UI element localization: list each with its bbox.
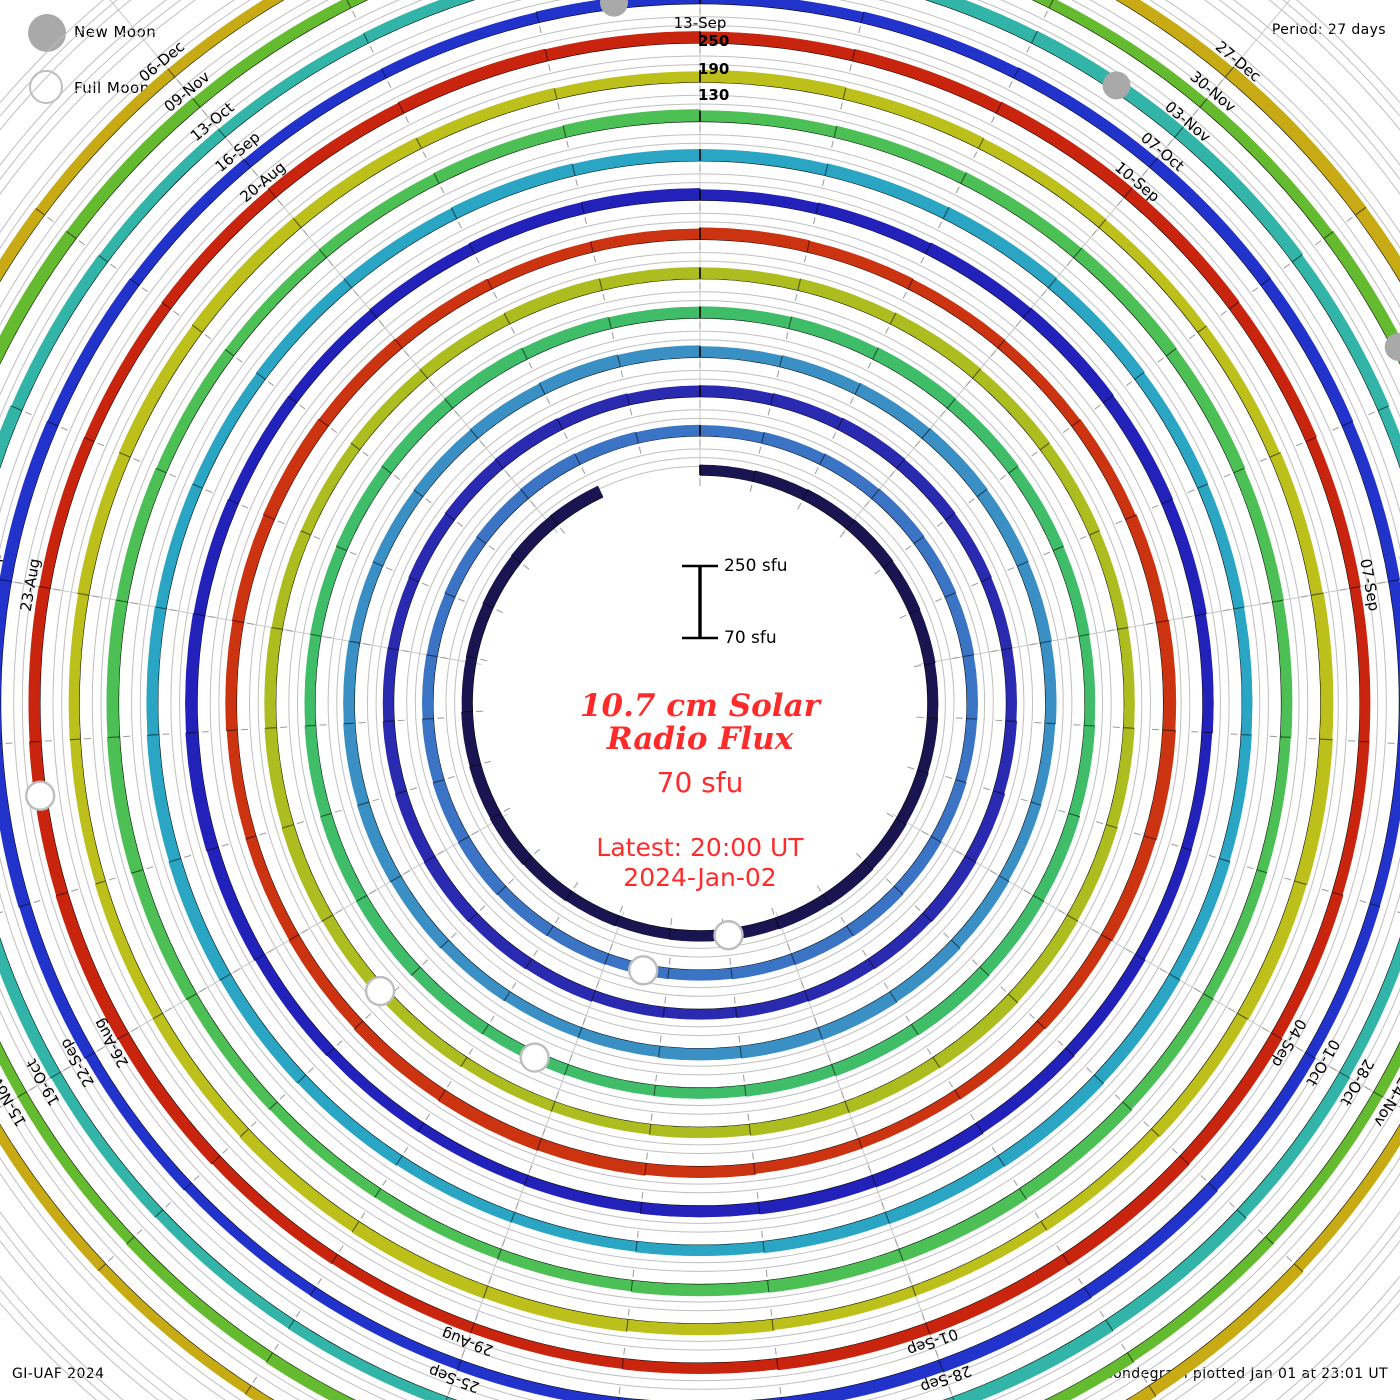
ring-date-label: 13-Sep [674, 14, 727, 32]
radial-tick-250: 250 [698, 32, 730, 50]
new-moon-icon [28, 14, 66, 52]
latest-date: 2024-Jan-02 [623, 862, 777, 892]
full-moon-marker [713, 920, 744, 951]
current-value: 70 sfu [656, 765, 744, 799]
scale-bar-bottom-label: 70 sfu [724, 628, 777, 648]
radial-tick-130: 130 [698, 86, 730, 104]
full-moon-marker [364, 975, 396, 1007]
full-moon-marker [24, 780, 56, 811]
scale-bar: 250 sfu 70 sfu [672, 556, 912, 658]
radial-tick-190: 190 [698, 60, 730, 78]
new-moon-marker [1102, 71, 1131, 100]
moon-phase-legend: New Moon Full Moon [28, 14, 308, 114]
new-moon-legend-label: New Moon [74, 23, 157, 41]
chart-title-line1: 10.7 cm Solar [579, 688, 821, 724]
moon-markers-layer [24, 0, 1400, 1073]
center-title-block: 10.7 cm Solar Radio Flux 70 sfu Latest: … [400, 688, 1000, 892]
latest-time: Latest: 20:00 UT [596, 833, 804, 863]
full-moon-marker [519, 1042, 550, 1073]
scale-bar-top-label: 250 sfu [724, 556, 788, 576]
chart-title-line2: Radio Flux [606, 721, 794, 758]
credit-label: GI-UAF 2024 [12, 1366, 105, 1382]
full-moon-marker [627, 955, 659, 986]
full-moon-icon [29, 70, 63, 104]
new-moon-marker [600, 0, 629, 17]
new-moon-marker [1384, 332, 1400, 361]
